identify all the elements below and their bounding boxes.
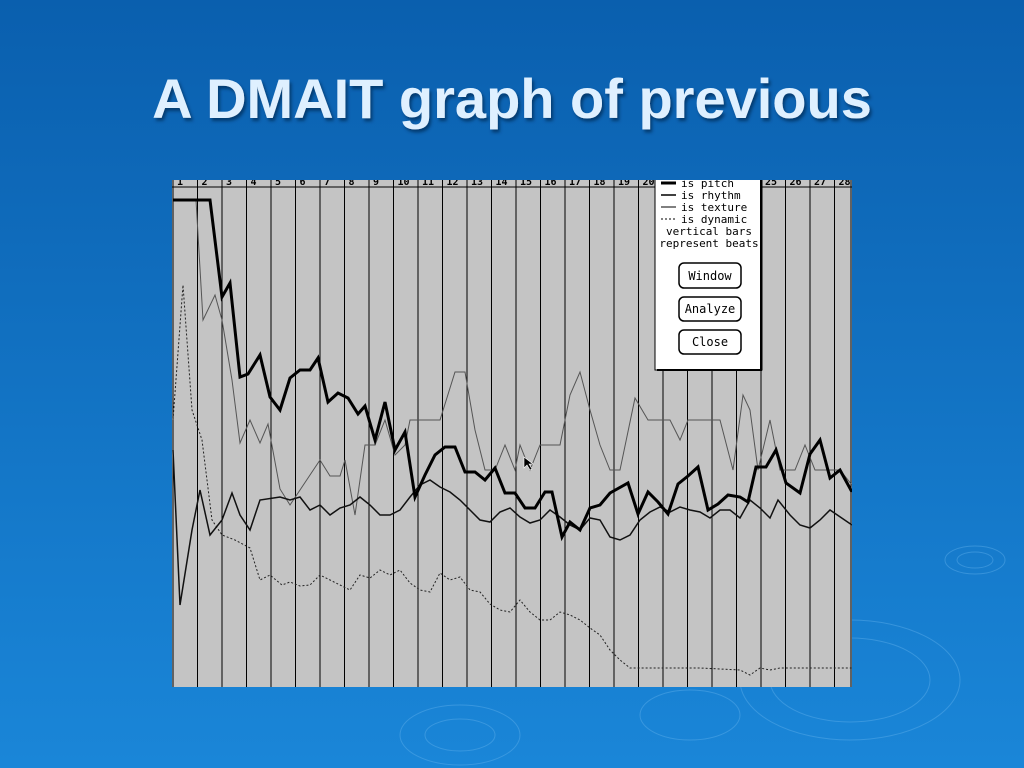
beat-label: 2 <box>202 177 208 188</box>
beat-label: 8 <box>349 177 355 188</box>
analyze-button[interactable]: Analyze <box>678 296 742 322</box>
mouse-cursor <box>523 456 534 471</box>
legend-note: represent beats <box>659 237 758 250</box>
beat-label: 19 <box>618 177 630 188</box>
beat-label: 6 <box>300 177 306 188</box>
window-button[interactable]: Window <box>678 262 742 289</box>
beat-label: 12 <box>447 177 459 188</box>
beat-label: 3 <box>226 177 232 188</box>
legend-label: is rhythm <box>681 189 741 202</box>
texture-line <box>173 199 852 516</box>
beat-label: 16 <box>545 177 557 188</box>
legend-label: is pitch <box>681 177 734 190</box>
rhythm-line <box>172 449 852 606</box>
beat-label: 26 <box>790 177 802 188</box>
beat-label: 13 <box>471 177 483 188</box>
beat-label: 5 <box>275 177 281 188</box>
beat-label: 18 <box>594 177 606 188</box>
beat-label: 1 <box>177 177 183 188</box>
pitch-line <box>173 198 852 542</box>
beat-label: 14 <box>496 177 508 188</box>
close-button[interactable]: Close <box>678 329 742 355</box>
beat-label: 28 <box>839 177 851 188</box>
beat-label: 7 <box>324 177 330 188</box>
beat-label: 17 <box>569 177 581 188</box>
beat-label: 9 <box>373 177 379 188</box>
legend-label: is dynamic <box>681 213 747 226</box>
beat-label: 4 <box>251 177 257 188</box>
beat-label: 15 <box>520 177 532 188</box>
beat-label: 20 <box>643 177 655 188</box>
beat-label: 10 <box>398 177 410 188</box>
graph-window: 1 2 3 4 5 6 7 8 9 10 11 12 13 14 15 16 17 18 19 20 25 26 27 28 … <box>172 177 852 687</box>
button-label[interactable]: Analyze <box>685 302 736 316</box>
button-label[interactable]: Window <box>688 269 732 283</box>
button-label[interactable]: Close <box>692 335 728 349</box>
beat-label: 27 <box>814 177 826 188</box>
beat-label: 25 <box>765 177 777 188</box>
legend-label: is texture <box>681 201 747 214</box>
slide-title: A DMAIT graph of previous <box>152 67 872 130</box>
beat-label: 11 <box>422 177 434 188</box>
legend-note: vertical bars <box>666 225 752 238</box>
